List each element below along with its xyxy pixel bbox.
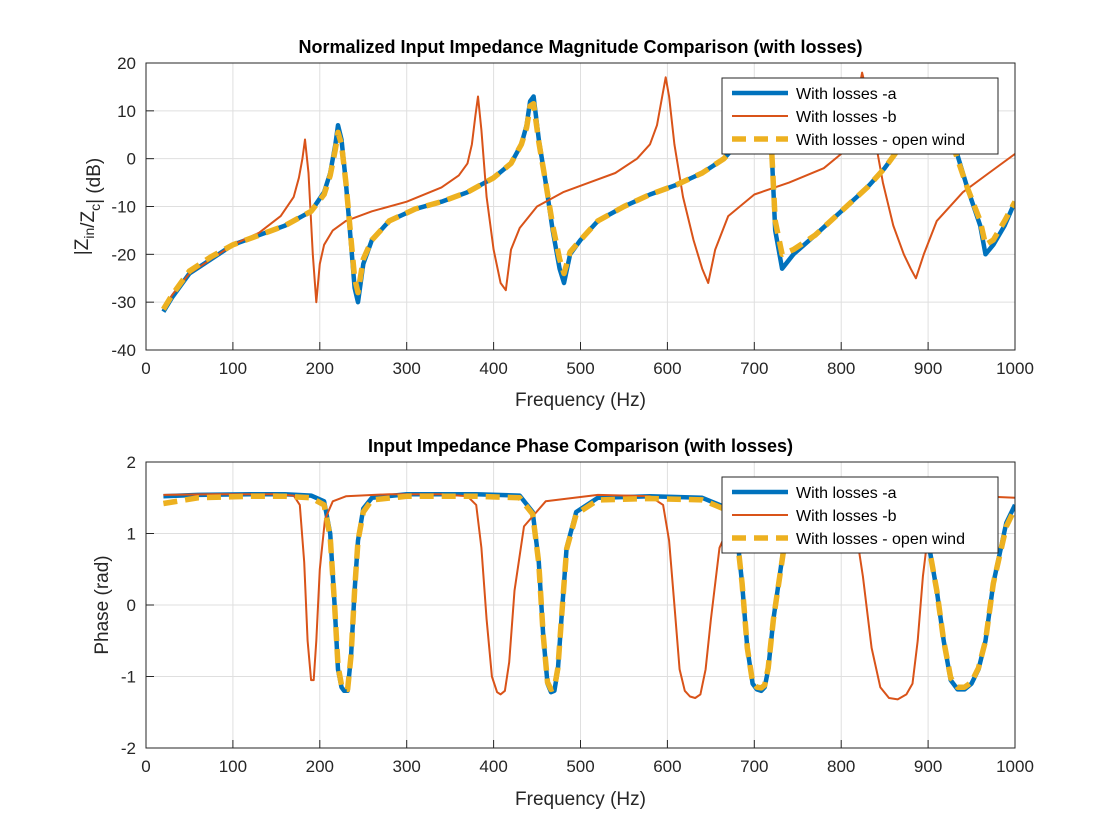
phase-x-tick-label: 600: [653, 757, 681, 776]
magnitude-x-axis-label: Frequency (Hz): [515, 390, 646, 411]
magnitude-y-tick-label: -30: [111, 293, 136, 312]
magnitude-y-tick-label: 20: [117, 54, 136, 73]
magnitude-y-tick-label: 0: [127, 150, 136, 169]
phase-series: [162, 491, 1015, 701]
magnitude-y-axis-label: |Zin/Zc| (dB): [72, 158, 105, 255]
phase-x-tick-label: 1000: [996, 757, 1034, 776]
magnitude-x-tick-label: 0: [141, 359, 150, 378]
phase-y-tick-label: -1: [121, 668, 136, 687]
magnitude-chart-title: Normalized Input Impedance Magnitude Com…: [298, 37, 862, 57]
magnitude-ticks: 0 100 200 300 400 500 600 700 800 900 1000-40-30-2…: [111, 54, 1033, 378]
phase-legend-label-2: With losses - open wind: [796, 531, 965, 548]
magnitude-x-tick-label: 600: [653, 359, 681, 378]
phase-x-tick-label: 700: [740, 757, 768, 776]
phase-x-tick-label: 0: [141, 757, 150, 776]
magnitude-x-tick-label: 900: [914, 359, 942, 378]
phase-series-line-2: [162, 493, 1015, 693]
magnitude-legend-label-0: With losses -a: [796, 86, 897, 103]
magnitude-x-tick-label: 100: [219, 359, 247, 378]
phase-legend-label-1: With losses -b: [796, 508, 897, 525]
magnitude-x-tick-label: 1000: [996, 359, 1034, 378]
phase-legend-label-0: With losses -a: [796, 485, 897, 502]
phase-chart-title: Input Impedance Phase Comparison (with l…: [368, 436, 793, 456]
phase-x-tick-label: 900: [914, 757, 942, 776]
phase-chart: 0 100 200 300 400 500 600 700 800 900 1000-2-1012 …: [92, 436, 1034, 810]
magnitude-series-line-2: [161, 88, 1015, 311]
phase-ticks: 0 100 200 300 400 500 600 700 800 900 1000 -2 -1 0 1 2: [121, 453, 1034, 776]
phase-x-axis-label: Frequency (Hz): [515, 789, 646, 810]
phase-y-tick-label: 2: [127, 453, 136, 472]
magnitude-x-tick-label: 200: [306, 359, 334, 378]
magnitude-x-tick-label: 500: [566, 359, 594, 378]
magnitude-y-tick-label: -40: [111, 341, 136, 360]
magnitude-y-tick-label: -10: [111, 198, 136, 217]
phase-y-axis-label: Phase (rad): [92, 555, 113, 654]
magnitude-legend-label-1: With losses -b: [796, 109, 897, 126]
magnitude-x-tick-label: 800: [827, 359, 855, 378]
phase-y-tick-label: 1: [127, 525, 136, 544]
magnitude-y-tick-label: 10: [117, 102, 136, 121]
phase-x-tick-label: 800: [827, 757, 855, 776]
magnitude-legend: With losses -a With losses -b With losses …: [721, 77, 999, 155]
phase-x-tick-label: 200: [306, 757, 334, 776]
phase-y-tick-label: 0: [127, 596, 136, 615]
magnitude-x-tick-label: 700: [740, 359, 768, 378]
magnitude-chart: 0 100 200 300 400 500 600 700 800 900 1000-40-30-2…: [72, 37, 1034, 411]
phase-x-tick-label: 300: [393, 757, 421, 776]
phase-legend: With losses -a With losses -b With losses …: [721, 476, 999, 554]
magnitude-y-tick-label: -20: [111, 245, 136, 264]
magnitude-x-tick-label: 300: [393, 359, 421, 378]
phase-y-tick-label: -2: [121, 739, 136, 758]
phase-series-line-1: [163, 493, 1015, 701]
phase-x-tick-label: 400: [479, 757, 507, 776]
magnitude-legend-label-2: With losses - open wind: [796, 132, 965, 149]
phase-x-tick-label: 500: [566, 757, 594, 776]
phase-x-tick-label: 100: [219, 757, 247, 776]
magnitude-x-tick-label: 400: [479, 359, 507, 378]
